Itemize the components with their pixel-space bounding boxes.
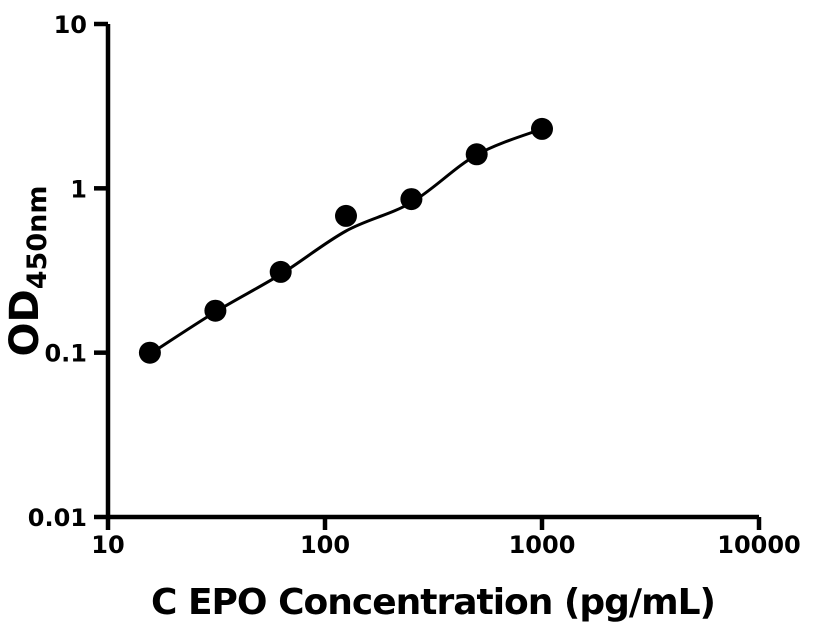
y-axis-title: OD450nm bbox=[2, 186, 53, 357]
axes-frame bbox=[105, 24, 759, 520]
y-axis-title-subscript: 450nm bbox=[22, 186, 53, 290]
data-point-marker bbox=[531, 117, 553, 140]
y-axis-title-main: OD bbox=[2, 289, 48, 356]
y-axis-tick-label: 0.1 bbox=[44, 340, 87, 368]
y-axis-tick-label: 0.01 bbox=[28, 504, 87, 532]
x-axis-tick-label: 100 bbox=[300, 531, 350, 559]
x-axis-tick-label: 10 bbox=[91, 531, 124, 559]
x-axis-title: C EPO Concentration (pg/mL) bbox=[151, 582, 715, 623]
data-point-marker bbox=[204, 299, 227, 322]
y-axis-tick-label: 1 bbox=[70, 175, 87, 203]
x-axis-tick-label: 10000 bbox=[717, 531, 801, 559]
x-axis-tick-label: 1000 bbox=[509, 531, 576, 559]
data-point-marker bbox=[465, 143, 488, 166]
data-point-marker bbox=[335, 204, 357, 227]
y-axis-tick-label: 10 bbox=[54, 11, 87, 39]
data-point-marker bbox=[269, 260, 292, 283]
data-point-marker bbox=[138, 341, 161, 364]
data-point-marker bbox=[400, 188, 423, 211]
